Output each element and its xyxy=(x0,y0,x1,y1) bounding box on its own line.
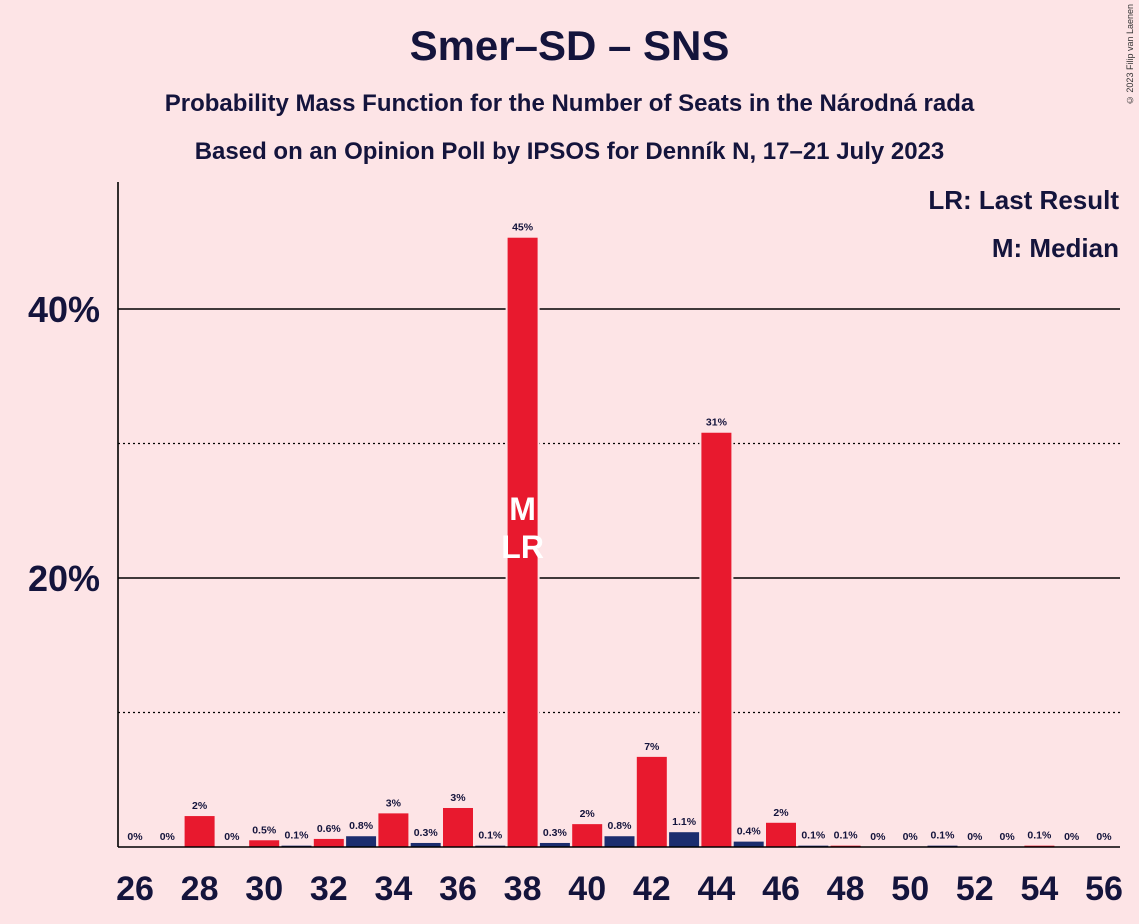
bar-value-label: 0% xyxy=(1064,831,1080,843)
chart-title: Smer–SD – SNS xyxy=(409,22,730,69)
bar-seats-46 xyxy=(766,822,796,847)
chart-subtitle: Probability Mass Function for the Number… xyxy=(164,90,975,117)
x-tick-label: 36 xyxy=(439,870,477,908)
x-tick-label: 26 xyxy=(116,870,154,908)
bar-value-label: 2% xyxy=(580,808,596,820)
bar-seats-38 xyxy=(507,237,538,848)
x-tick-label: 28 xyxy=(181,870,219,908)
bar-seats-32 xyxy=(313,838,344,847)
median-marker: M xyxy=(509,491,536,527)
bar-value-label: 0.3% xyxy=(543,827,568,839)
x-tick-label: 40 xyxy=(568,870,606,908)
bar-value-label: 0.3% xyxy=(414,827,439,839)
bar-seats-41 xyxy=(604,836,635,847)
bar-value-label: 0.8% xyxy=(608,820,633,832)
bar-seats-35 xyxy=(410,842,441,847)
bar-gap xyxy=(925,843,960,847)
axes-group: 20% 40% 26 28 30 32 34 36 38 40 42 44 46 48 50 52 54 56 xyxy=(28,182,1123,908)
x-tick-label: 46 xyxy=(762,870,800,908)
bar-value-label: 3% xyxy=(386,797,402,809)
bar-value-label: 0% xyxy=(1000,831,1016,843)
bar-seats-43 xyxy=(669,832,700,847)
bars-group xyxy=(182,235,1057,848)
bar-seats-40 xyxy=(572,824,603,847)
bar-value-label: 0.1% xyxy=(801,830,826,842)
last-result-marker: LR xyxy=(501,529,544,565)
legend-last-result: LR: Last Result xyxy=(928,185,1119,215)
bar-value-label: 0% xyxy=(967,831,983,843)
bar-value-label: 0.1% xyxy=(478,830,503,842)
bar-value-label: 0.1% xyxy=(285,830,310,842)
bar-value-label: 0% xyxy=(160,831,176,843)
bar-value-label: 45% xyxy=(512,222,534,234)
bar-seats-36 xyxy=(443,807,473,847)
x-tick-label: 30 xyxy=(245,870,283,908)
bar-gap xyxy=(828,843,863,847)
grid-lines xyxy=(118,308,1120,714)
y-tick-label: 20% xyxy=(28,558,100,599)
bar-value-label: 0.1% xyxy=(834,830,859,842)
bar-gap xyxy=(279,843,314,847)
bar-seats-45 xyxy=(733,841,764,847)
bar-value-label: 0.4% xyxy=(737,826,762,838)
bar-labels-group: 0% 0% 2% 0% 0.5% 0.1% 0.6% 0.8% 3% 0.3% 3% 0.1% 45% 0… xyxy=(127,222,1112,843)
bar-value-label: 0% xyxy=(127,831,143,843)
x-tick-label: 52 xyxy=(956,870,994,908)
x-tick-label: 38 xyxy=(504,870,542,908)
bar-gap xyxy=(473,843,508,847)
bar-value-label: 1.1% xyxy=(672,816,697,828)
bar-seats-28 xyxy=(184,816,215,847)
bar-gap xyxy=(1022,843,1057,847)
bar-seats-39 xyxy=(539,842,570,847)
chart-source: Based on an Opinion Poll by IPSOS for De… xyxy=(194,138,945,165)
bar-seats-34 xyxy=(378,813,409,847)
bar-value-label: 31% xyxy=(706,417,728,429)
x-tick-label: 32 xyxy=(310,870,348,908)
bar-value-label: 7% xyxy=(644,741,660,753)
bar-value-label: 0.8% xyxy=(349,820,374,832)
bar-value-label: 0.6% xyxy=(317,823,342,835)
bar-value-label: 2% xyxy=(192,800,208,812)
legend-median: M: Median xyxy=(991,233,1119,263)
bar-value-label: 0.1% xyxy=(931,830,956,842)
bar-seats-44 xyxy=(701,432,732,847)
bar-seats-30 xyxy=(249,840,280,847)
x-tick-label: 42 xyxy=(633,870,671,908)
bar-seats-33 xyxy=(346,836,377,847)
bar-value-label: 0.5% xyxy=(252,824,277,836)
bar-value-label: 0.1% xyxy=(1027,830,1052,842)
bar-value-label: 0% xyxy=(870,831,886,843)
bar-seats-42 xyxy=(636,756,667,847)
bar-value-label: 3% xyxy=(450,792,466,804)
x-tick-label: 50 xyxy=(891,870,929,908)
bar-value-label: 0% xyxy=(1096,831,1112,843)
bar-value-label: 2% xyxy=(773,807,789,819)
bar-value-label: 0% xyxy=(224,831,240,843)
y-tick-label: 40% xyxy=(28,289,100,330)
x-tick-label: 48 xyxy=(827,870,865,908)
x-tick-label: 54 xyxy=(1020,870,1058,908)
x-tick-label: 56 xyxy=(1085,870,1123,908)
bar-gap xyxy=(796,843,831,847)
x-tick-label: 44 xyxy=(697,870,735,908)
x-tick-label: 34 xyxy=(374,870,412,908)
bar-value-label: 0% xyxy=(903,831,919,843)
